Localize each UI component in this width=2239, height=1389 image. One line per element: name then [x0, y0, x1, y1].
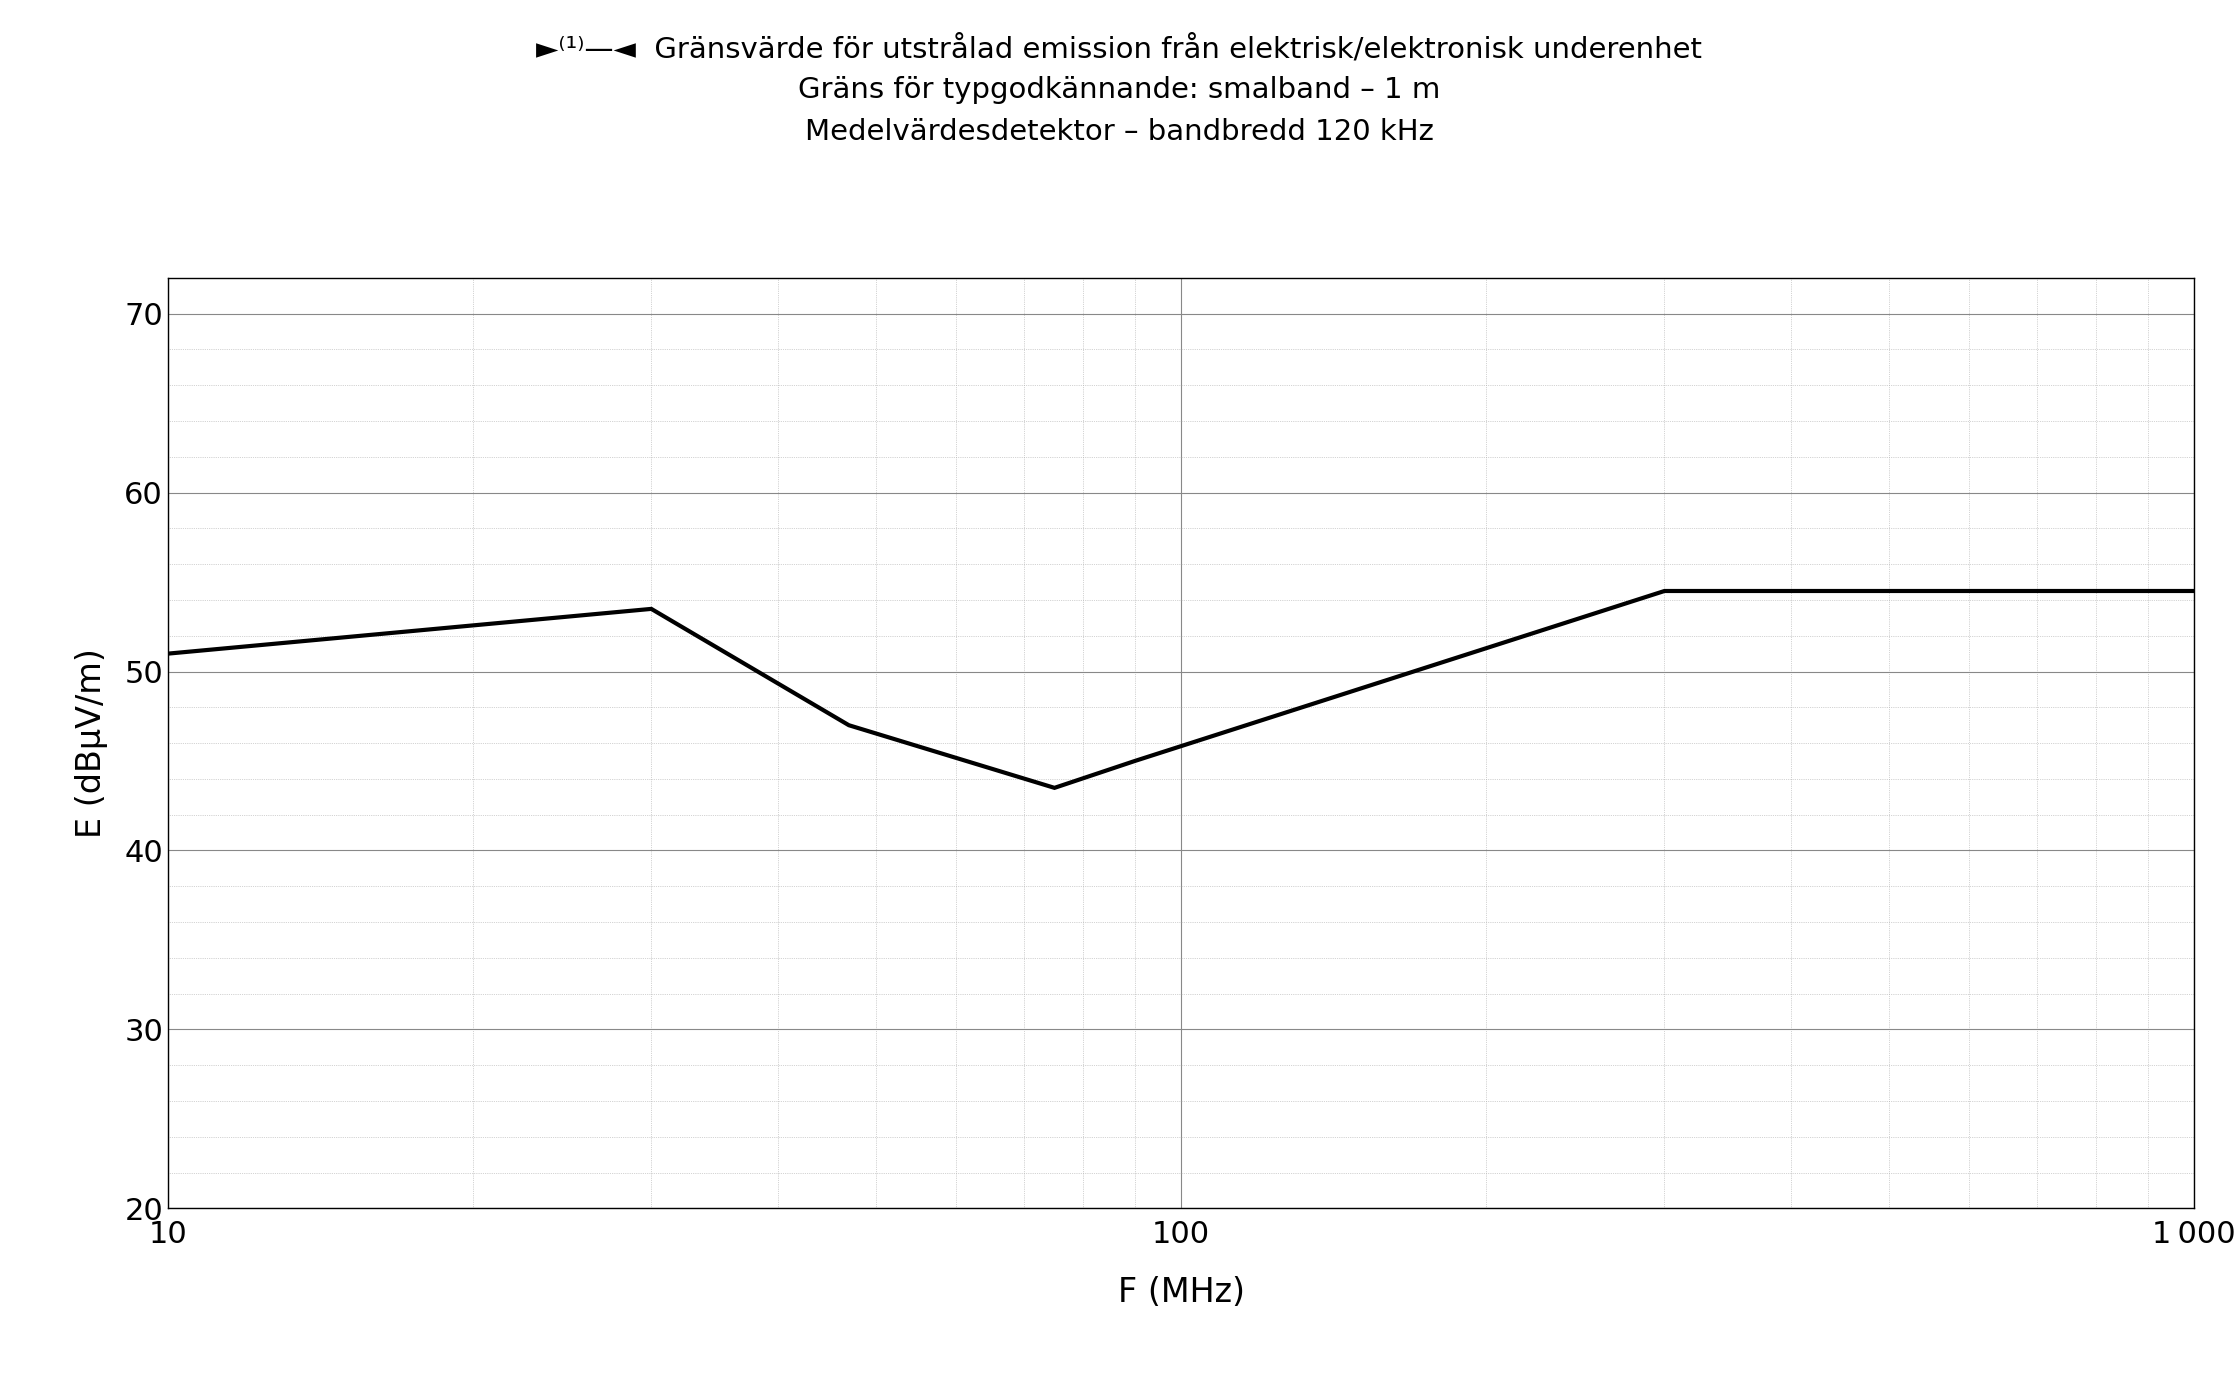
X-axis label: F (MHz): F (MHz)	[1117, 1276, 1245, 1310]
Y-axis label: E (dBμV/m): E (dBμV/m)	[74, 649, 107, 838]
Text: Gräns för typgodkännande: smalband – 1 m: Gräns för typgodkännande: smalband – 1 m	[799, 76, 1440, 104]
Text: ►⁽¹⁾—◄  Gränsvärde för utstrålad emission från elektrisk/elektronisk underenhet: ►⁽¹⁾—◄ Gränsvärde för utstrålad emission…	[537, 35, 1702, 64]
Text: Medelvärdesdetektor – bandbredd 120 kHz: Medelvärdesdetektor – bandbredd 120 kHz	[806, 118, 1433, 146]
